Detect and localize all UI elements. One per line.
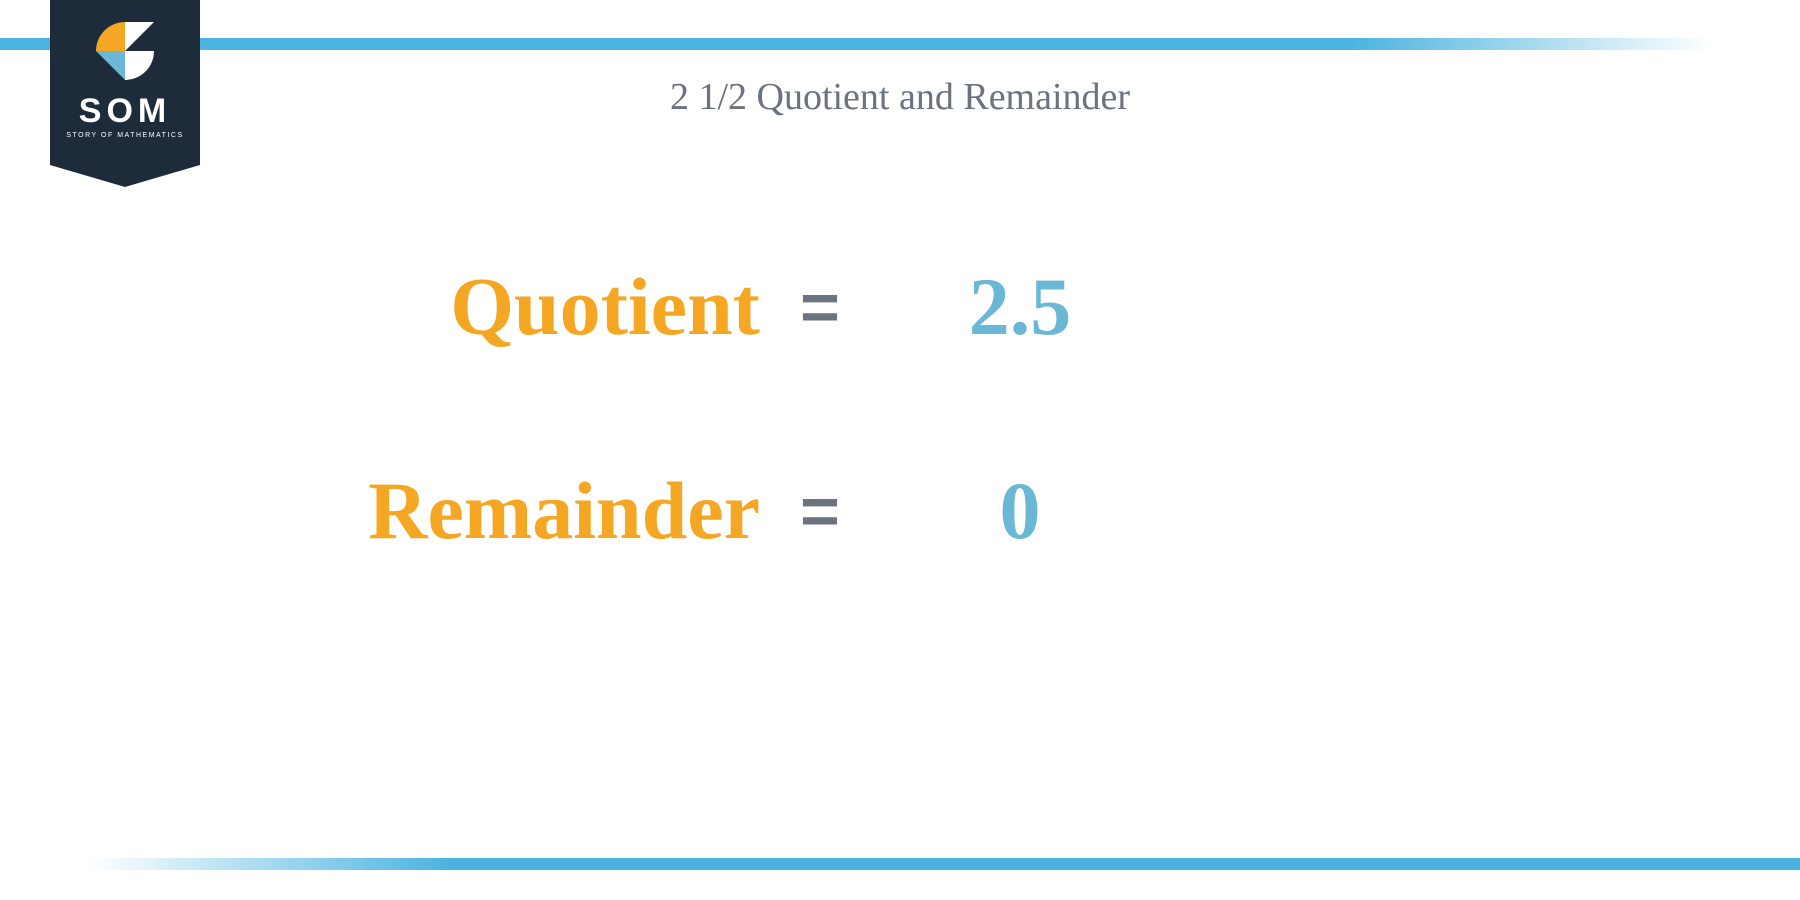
quotient-row: Quotient = 2.5 — [280, 260, 1280, 354]
remainder-row: Remainder = 0 — [280, 464, 1280, 558]
page-title: 2 1/2 Quotient and Remainder — [670, 75, 1130, 119]
som-logo-icon — [96, 22, 154, 80]
equals-sign: = — [760, 268, 880, 346]
remainder-label: Remainder — [280, 464, 760, 558]
logo-badge: SOM STORY OF MATHEMATICS — [50, 0, 200, 165]
quotient-label: Quotient — [280, 260, 760, 354]
remainder-value: 0 — [880, 464, 1160, 558]
logo-tagline: STORY OF MATHEMATICS — [66, 132, 183, 139]
equals-sign: = — [760, 472, 880, 550]
content-area: Quotient = 2.5 Remainder = 0 — [280, 260, 1280, 668]
quotient-value: 2.5 — [880, 260, 1160, 354]
top-accent-bar — [0, 38, 1800, 50]
bottom-accent-bar — [0, 858, 1800, 870]
logo-text: SOM — [79, 92, 171, 131]
